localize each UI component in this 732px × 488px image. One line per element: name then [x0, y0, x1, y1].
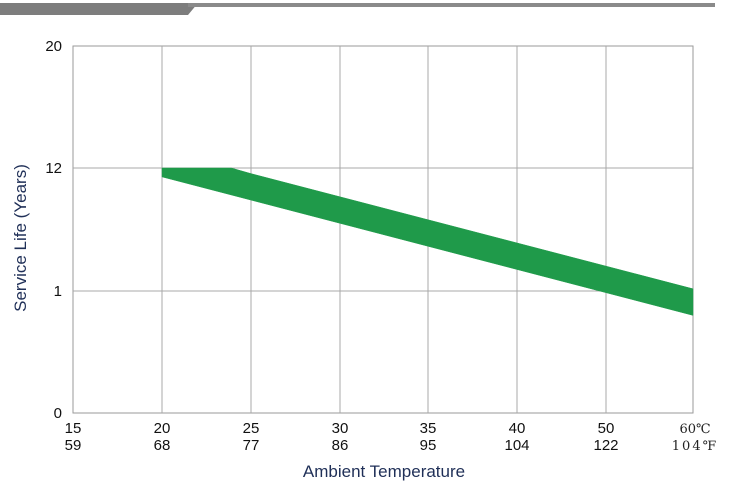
x-tick-label-celsius: 15: [65, 420, 82, 437]
series-layer: [161, 167, 694, 316]
x-tick-label-celsius: 20: [154, 420, 171, 437]
service-life-band-0: [161, 167, 694, 316]
header-bar-dark: [0, 3, 198, 15]
x-tick-label-fahrenheit: 77: [243, 437, 260, 454]
x-tick-label-celsius: 40: [509, 420, 526, 437]
x-tick-label-fahrenheit: 122: [593, 437, 618, 454]
y-tick-label: 0: [54, 405, 62, 422]
y-tick-label: 12: [45, 160, 62, 177]
x-tick-label-celsius: 35: [420, 420, 437, 437]
x-tick-label-fahrenheit: 104: [504, 437, 529, 454]
y-tick-label: 20: [45, 38, 62, 55]
x-tick-label-fahrenheit: 86: [332, 437, 349, 454]
x-tick-label-celsius: 25: [243, 420, 260, 437]
x-tick-label-celsius: 50: [598, 420, 615, 437]
x-tick-label-celsius: 30: [332, 420, 349, 437]
x-tick-label-fahrenheit: 68: [154, 437, 171, 454]
x-tick-label-fahrenheit: 95: [420, 437, 437, 454]
x-tick-label-fahrenheit: 104℉: [672, 439, 718, 454]
x-axis-title: Ambient Temperature: [303, 462, 465, 481]
header-bar-line: [188, 3, 715, 7]
plot-frame: [72, 45, 694, 414]
y-axis-title: Service Life (Years): [11, 164, 30, 312]
x-tick-label-fahrenheit: 59: [65, 437, 82, 454]
tick-labels: 0 1 12 20 15 20 25 30 35 40 50 60℃ 59 68 77 86 95 104 122 1…: [45, 38, 718, 454]
x-tick-label-celsius: 60℃: [679, 422, 710, 437]
y-tick-label: 1: [54, 283, 62, 300]
